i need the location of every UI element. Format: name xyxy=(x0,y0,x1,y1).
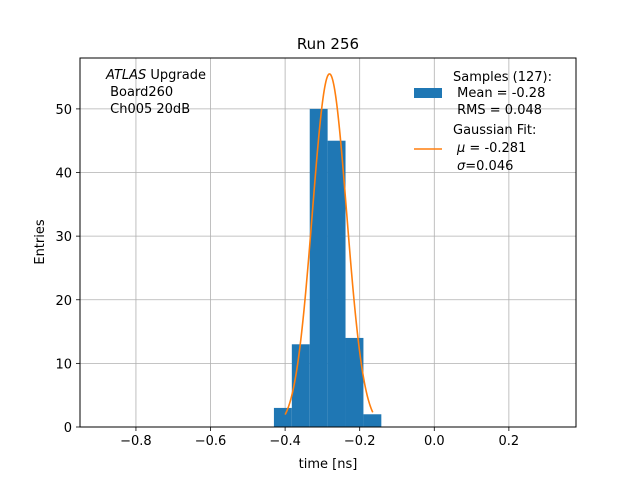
legend-sigma-symbol: σ xyxy=(457,159,466,174)
legend-mu-value: = -0.281 xyxy=(465,141,526,156)
y-tick-label-5: 50 xyxy=(55,103,72,118)
histogram-bar-1 xyxy=(291,344,310,427)
legend-fit-title: Gaussian Fit: xyxy=(453,123,536,138)
annotation-line-2: Board260 xyxy=(106,85,173,100)
legend-sigma-value: =0.046 xyxy=(465,159,513,174)
histogram-bar-3 xyxy=(327,140,346,427)
legend-samples-rms: RMS = 0.048 xyxy=(453,103,542,118)
y-tick-label-4: 40 xyxy=(55,167,72,182)
x-axis-label: time [ns] xyxy=(299,457,358,472)
legend-samples-mean: Mean = -0.28 xyxy=(453,86,545,101)
chart-title: Run 256 xyxy=(297,35,359,53)
y-axis-ticks: 0 10 20 30 40 50 xyxy=(55,103,80,436)
histogram-bar-4 xyxy=(345,337,364,427)
y-tick-label-0: 0 xyxy=(64,421,72,436)
x-tick-label-1: −0.6 xyxy=(195,434,227,449)
legend-fit-sigma: σ=0.046 xyxy=(457,159,513,174)
annotation-line-3: Ch005 20dB xyxy=(106,102,190,117)
y-tick-label-2: 20 xyxy=(55,294,72,309)
x-tick-label-3: −0.2 xyxy=(344,434,376,449)
histogram-bar-2 xyxy=(309,108,328,428)
x-tick-label-5: 0.2 xyxy=(499,434,520,449)
legend-mu-symbol: μ xyxy=(456,141,465,156)
legend: Samples (127): Mean = -0.28 RMS = 0.048 … xyxy=(414,70,552,174)
plot-frame xyxy=(79,57,577,428)
x-axis-ticks: −0.8 −0.6 −0.4 −0.2 0.0 0.2 xyxy=(120,427,519,449)
y-tick-label-1: 10 xyxy=(55,357,72,372)
x-tick-label-0: −0.8 xyxy=(120,434,152,449)
legend-fit-mu: μ = -0.281 xyxy=(456,141,526,156)
histogram-bar-5 xyxy=(363,414,382,427)
y-axis-label: Entries xyxy=(33,219,48,265)
legend-samples-patch xyxy=(414,88,442,98)
annotation-atlas: ATLAS xyxy=(105,68,146,83)
x-tick-label-4: 0.0 xyxy=(424,434,445,449)
atlas-annotation: ATLAS Upgrade Board260 Ch005 20dB xyxy=(105,68,206,117)
gaussian-fit xyxy=(284,73,374,415)
annotation-line-1: ATLAS Upgrade xyxy=(105,68,206,83)
x-tick-label-2: −0.4 xyxy=(269,434,301,449)
histogram-bar-0 xyxy=(273,407,292,427)
y-tick-label-3: 30 xyxy=(55,230,72,245)
legend-samples-title: Samples (127): xyxy=(453,70,552,85)
annotation-upgrade: Upgrade xyxy=(146,68,206,83)
histogram-bars xyxy=(273,108,382,428)
gaussian-fit-curve xyxy=(284,73,374,415)
